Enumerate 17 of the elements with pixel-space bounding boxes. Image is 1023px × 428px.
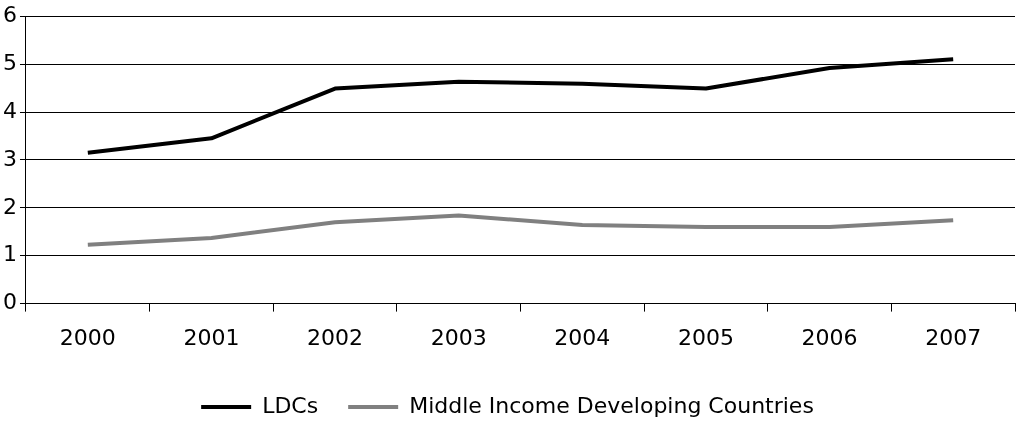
x-tick-label: 2001 [183,324,240,350]
legend-label: Middle Income Developing Countries [409,392,814,418]
x-tick-label: 2000 [59,324,116,350]
y-tick-label: 3 [3,145,17,171]
x-tick-label: 2003 [430,324,487,350]
x-tick-label: 2002 [307,324,364,350]
x-tick-label: 2004 [554,324,611,350]
x-tick-label: 2006 [801,324,858,350]
y-tick-label: 1 [3,241,17,267]
x-tick-label: 2005 [677,324,734,350]
y-tick-label: 6 [3,1,17,27]
y-tick-label: 5 [3,49,17,75]
y-tick-label: 2 [3,193,17,219]
y-tick-label: 0 [3,289,17,315]
legend-label: LDCs [262,392,319,418]
x-tick-label: 2007 [925,324,982,350]
y-tick-label: 4 [3,97,17,123]
